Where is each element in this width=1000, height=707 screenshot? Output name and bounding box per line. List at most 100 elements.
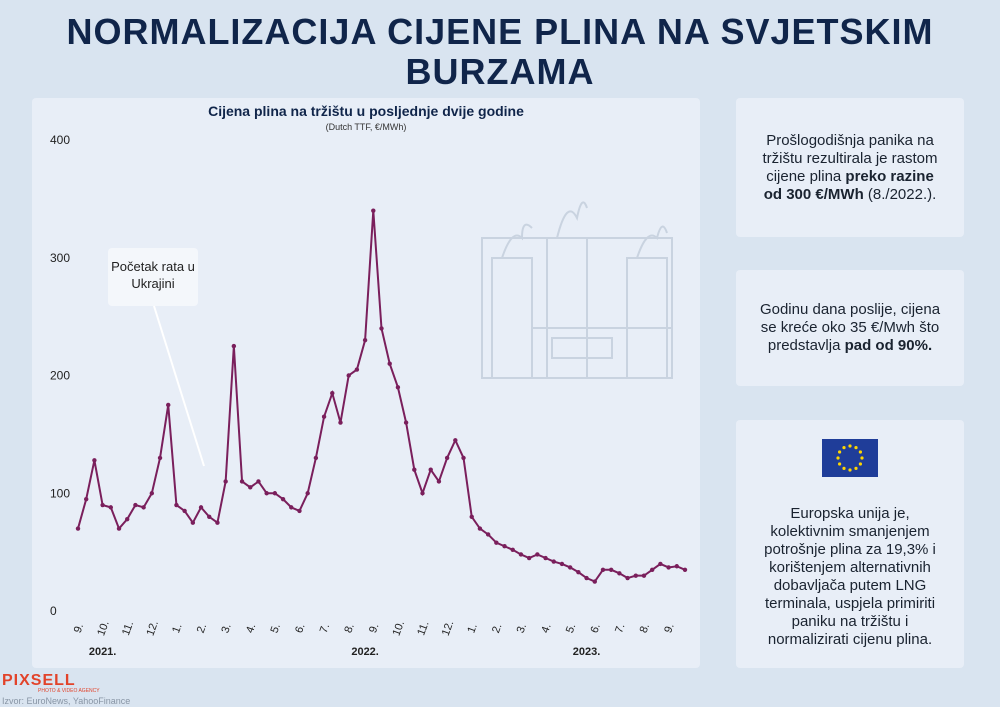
point <box>543 555 548 561</box>
star <box>854 446 858 450</box>
y-tick-label: 400 <box>50 133 70 147</box>
point <box>223 479 228 484</box>
point <box>190 520 196 525</box>
point <box>256 479 261 484</box>
star <box>858 450 862 454</box>
point <box>387 361 392 366</box>
year-label: 2021. <box>89 646 117 658</box>
y-tick-label: 100 <box>50 486 70 500</box>
x-tick-label: 9. <box>662 622 676 635</box>
point <box>617 571 622 576</box>
point <box>453 438 458 443</box>
point <box>436 479 442 484</box>
point <box>92 458 97 463</box>
point <box>469 514 474 519</box>
star <box>842 466 846 470</box>
star <box>854 466 858 470</box>
point <box>125 516 130 522</box>
info-text: Godinu dana poslije, cijena se kreće oko… <box>758 301 942 355</box>
point <box>84 496 89 502</box>
info-text: Prošlogodišnja panika na tržištu rezulti… <box>758 132 942 204</box>
point <box>608 567 614 572</box>
x-tick-label: 6. <box>589 622 603 635</box>
info-panel: Europska unija je, kolektivnim smanjenje… <box>736 420 964 668</box>
star <box>848 444 852 448</box>
point <box>330 390 335 396</box>
point <box>182 508 187 514</box>
annotation-box <box>108 248 198 306</box>
point <box>600 567 606 572</box>
x-tick-label: 3. <box>219 622 233 635</box>
point <box>166 402 171 408</box>
point <box>297 508 302 514</box>
eu-flag <box>822 439 878 477</box>
point <box>231 343 237 349</box>
chart-title: Cijena plina na tržištu u posljednje dvi… <box>208 103 524 119</box>
point <box>510 547 515 552</box>
star <box>842 446 846 450</box>
x-tick-label: 10. <box>95 619 112 637</box>
chart: Cijena plina na tržištu u posljednje dvi… <box>50 103 688 658</box>
x-tick-label: 2. <box>195 622 209 635</box>
y-tick-label: 300 <box>50 251 70 265</box>
point <box>526 555 532 561</box>
point <box>649 567 655 572</box>
star <box>848 468 852 472</box>
x-tick-label: 12. <box>440 619 457 637</box>
point <box>371 208 376 213</box>
point <box>133 502 138 508</box>
point <box>207 514 212 519</box>
bold-text: preko razine od 300 €/MWh <box>763 167 934 203</box>
x-tick-label: 9. <box>367 622 381 635</box>
year-label: 2022. <box>351 646 379 658</box>
point <box>420 491 425 496</box>
tagline: PHOTO & VIDEO AGENCY <box>38 688 100 694</box>
point <box>116 526 122 531</box>
point <box>633 573 638 578</box>
point <box>658 561 663 567</box>
point <box>494 540 499 545</box>
text: Godinu dana poslije, cijena se kreće oko… <box>759 301 941 354</box>
point <box>346 373 351 378</box>
x-tick-label: 11. <box>415 619 431 637</box>
point <box>174 502 179 508</box>
point <box>559 561 565 567</box>
point <box>518 552 524 557</box>
chart-subtitle: (Dutch TTF, €/MWh) <box>326 122 407 132</box>
point <box>674 564 679 569</box>
annotation-pointer <box>153 305 205 467</box>
x-tick-label: 4. <box>539 622 553 635</box>
x-tick-label: 10. <box>391 619 408 637</box>
bold-text: pad od 90%. <box>844 337 933 354</box>
point <box>141 505 146 510</box>
x-tick-label: 5. <box>564 622 578 635</box>
star <box>836 456 840 460</box>
x-tick-label: 4. <box>244 622 258 635</box>
point <box>576 569 581 575</box>
point <box>338 420 343 425</box>
x-tick-label: 11. <box>120 619 136 637</box>
point <box>215 520 220 525</box>
x-tick-label: 1. <box>465 622 479 635</box>
point <box>198 505 204 510</box>
point <box>502 544 507 549</box>
star <box>860 456 864 460</box>
point <box>682 567 688 572</box>
point <box>100 502 105 508</box>
point <box>592 579 597 584</box>
point <box>272 491 278 496</box>
info-text: Europska unija je, kolektivnim smanjenje… <box>764 505 936 648</box>
point <box>625 575 630 581</box>
point <box>321 414 327 419</box>
point <box>379 326 384 331</box>
text: Prošlogodišnja panika na tržištu rezulti… <box>762 131 938 185</box>
point <box>412 467 417 472</box>
point <box>444 455 450 461</box>
source: Izvor: EuroNews, YahooFinance <box>2 696 131 706</box>
point <box>354 367 360 372</box>
star <box>858 462 862 466</box>
point <box>108 505 114 510</box>
point <box>551 559 556 564</box>
x-tick-label: 2. <box>490 622 504 635</box>
